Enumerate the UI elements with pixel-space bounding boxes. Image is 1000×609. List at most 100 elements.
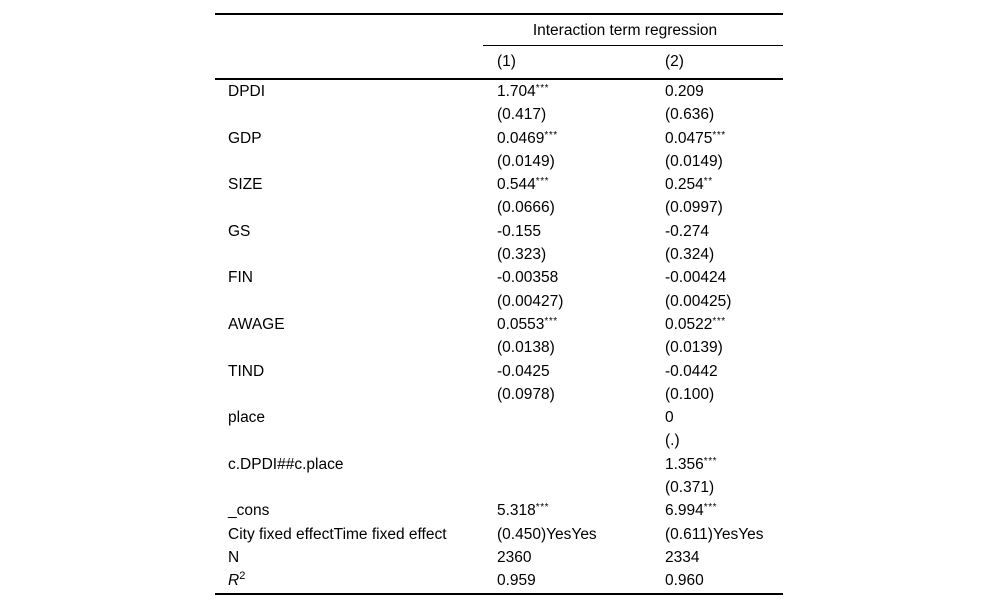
col1-value: -0.0425 — [497, 362, 550, 380]
spanner-spacer — [215, 15, 497, 46]
table-row: SIZE 0.544*** 0.254** — [215, 173, 783, 196]
regression-table: Interaction term regression (1) (2) DPDI… — [215, 13, 783, 596]
col2-value: (0.100) — [665, 385, 715, 403]
row-label: R2 — [228, 570, 246, 590]
table-row: (0.323) (0.324) — [215, 243, 783, 266]
row-label — [215, 383, 497, 406]
significance-stars: ** — [703, 176, 713, 188]
col2-value: 0.254** — [665, 176, 713, 194]
table-row: c.DPDI##c.place 1.356*** — [215, 453, 783, 476]
table-row: AWAGE 0.0553*** 0.0522*** — [215, 313, 783, 336]
significance-stars: *** — [544, 315, 558, 327]
table-row: TIND -0.0425 -0.0442 — [215, 360, 783, 383]
table-row: _cons 5.318*** 6.994*** — [215, 499, 783, 522]
col1-value: 1.704*** — [497, 83, 549, 100]
table-row: place 0 — [215, 406, 783, 429]
col2-value: 0.0522*** — [665, 315, 726, 333]
col1-value: 0.0553*** — [497, 315, 558, 333]
row-label — [215, 243, 497, 266]
column-header-row: (1) (2) — [215, 46, 783, 78]
col2-value: -0.00424 — [665, 269, 727, 287]
col2-value: 0.0475*** — [665, 129, 726, 147]
significance-stars: *** — [535, 83, 549, 94]
table-row: GS -0.155 -0.274 — [215, 220, 783, 243]
row-label: FIN — [228, 269, 253, 287]
col2-value: 2334 — [665, 548, 700, 566]
col1-value: -0.155 — [497, 222, 541, 240]
col2-value: (0.0139) — [665, 339, 723, 357]
col2-value: (0.371) — [665, 479, 715, 497]
col2-value: 6.994*** — [665, 502, 717, 520]
table-row: FIN -0.00358 -0.00424 — [215, 266, 783, 289]
col1-value — [497, 476, 665, 499]
significance-stars: *** — [535, 502, 549, 514]
table-row: (0.0138) (0.0139) — [215, 336, 783, 359]
significance-stars: *** — [712, 315, 726, 327]
table-row: (.) — [215, 429, 783, 452]
table-row: City fixed effectTime fixed effect (0.450… — [215, 523, 783, 546]
col1-value — [497, 453, 665, 476]
table-row: GDP 0.0469*** 0.0475*** — [215, 127, 783, 150]
table-row: (0.371) — [215, 476, 783, 499]
significance-stars: *** — [703, 502, 717, 514]
col1-value: (0.323) — [497, 246, 547, 264]
col2-value: 0.209 — [665, 83, 704, 100]
col1-value — [497, 406, 665, 429]
col1-value: (0.0978) — [497, 385, 555, 403]
row-label: City fixed effectTime fixed effect — [228, 525, 447, 543]
row-label — [215, 336, 497, 359]
column-header-2: (2) — [665, 52, 684, 70]
col2-value: (0.611)YesYes — [665, 525, 764, 543]
col2-value: (0.00425) — [665, 292, 732, 310]
spanner-header: Interaction term regression — [483, 15, 783, 46]
col1-value: (0.0149) — [497, 152, 555, 170]
table-row: N 2360 2334 — [215, 546, 783, 569]
row-label: place — [228, 409, 266, 427]
table-top-rule — [215, 13, 783, 15]
row-label: GS — [228, 222, 251, 240]
row-label: N — [228, 548, 240, 566]
row-label — [215, 196, 497, 219]
col1-value: 2360 — [497, 548, 532, 566]
col2-value: -0.274 — [665, 222, 709, 240]
column-header-1: (1) — [497, 52, 516, 70]
col2-value: -0.0442 — [665, 362, 718, 380]
significance-stars: *** — [712, 129, 726, 141]
row-label — [215, 290, 497, 313]
table-row: (0.0149) (0.0149) — [215, 150, 783, 173]
col2-value: (0.0997) — [665, 199, 723, 217]
row-label: TIND — [228, 362, 265, 380]
row-label — [215, 103, 497, 126]
col2-value: (0.0149) — [665, 152, 723, 170]
row-label — [215, 429, 497, 452]
col2-value: 1.356*** — [665, 455, 717, 473]
col1-value: 0.0469*** — [497, 129, 558, 147]
col1-value — [497, 429, 665, 452]
col2-value: 0.960 — [665, 572, 704, 590]
row-label — [215, 150, 497, 173]
row-label: SIZE — [228, 176, 263, 194]
header-bottom-rule — [215, 77, 783, 80]
table-row: (0.00427) (0.00425) — [215, 290, 783, 313]
col1-value: -0.00358 — [497, 269, 559, 287]
label-superscript: 2 — [239, 570, 246, 583]
significance-stars: *** — [544, 129, 558, 141]
table-row: (0.0666) (0.0997) — [215, 196, 783, 219]
row-label: c.DPDI##c.place — [228, 455, 344, 473]
col2-value: (0.324) — [665, 246, 715, 264]
significance-stars: *** — [703, 455, 717, 467]
col1-value: 0.959 — [497, 572, 536, 590]
table-row: R2 0.959 0.960 — [215, 569, 783, 592]
col1-value: (0.417) — [497, 106, 547, 124]
table-row: (0.0978) (0.100) — [215, 383, 783, 406]
table-row: (0.417) (0.636) — [215, 103, 783, 126]
row-label: DPDI — [228, 83, 266, 100]
col1-value: (0.0138) — [497, 339, 555, 357]
row-label: AWAGE — [228, 315, 285, 333]
col2-value: 0 — [665, 409, 674, 427]
col2-value: (0.636) — [665, 106, 715, 124]
col1-value: (0.00427) — [497, 292, 564, 310]
table-body: DPDI 1.704*** 0.209 (0.417) (0.636) GDP 0.0469… — [215, 80, 783, 593]
row-label — [215, 476, 497, 499]
